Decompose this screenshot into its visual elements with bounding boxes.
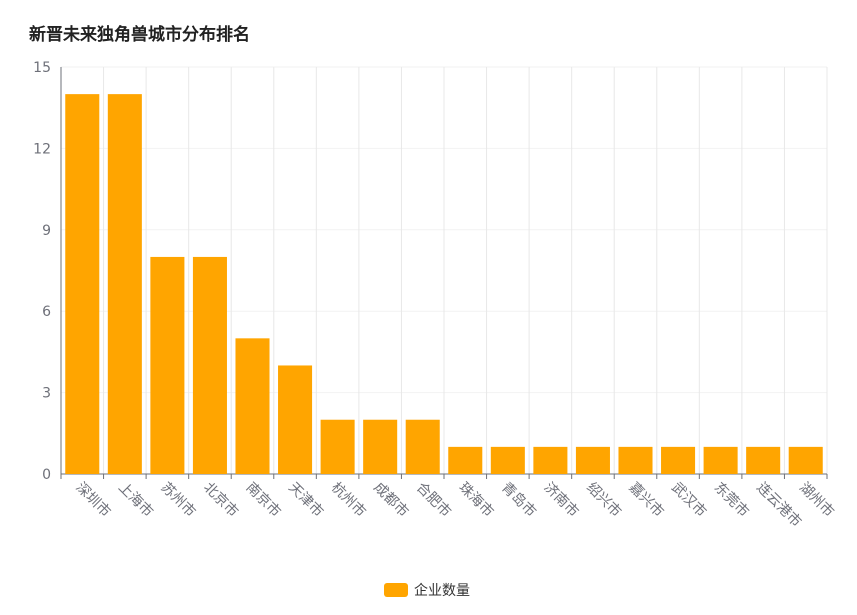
axes [60, 67, 828, 479]
x-tick-label: 济南市 [541, 479, 583, 521]
bar[interactable] [107, 94, 142, 474]
x-tick-label: 珠海市 [455, 479, 497, 521]
y-tick-label: 0 [42, 467, 51, 483]
bar[interactable] [278, 365, 313, 474]
x-tick-label: 湖州市 [796, 479, 838, 521]
bar[interactable] [320, 419, 355, 474]
bar[interactable] [618, 446, 653, 474]
x-tick-label: 成都市 [370, 479, 412, 521]
bar[interactable] [746, 446, 781, 474]
x-tick-label: 天津市 [285, 479, 327, 521]
x-tick-label: 连云港市 [753, 479, 805, 531]
x-tick-label: 杭州市 [328, 479, 370, 521]
bar[interactable] [661, 446, 696, 474]
bar[interactable] [448, 446, 483, 474]
bar[interactable] [490, 446, 525, 474]
x-tick-label: 嘉兴市 [626, 479, 668, 521]
x-tick-label: 南京市 [243, 479, 285, 521]
y-tick-label: 9 [42, 223, 51, 239]
y-tick-label: 6 [42, 304, 51, 320]
x-tick-label: 东莞市 [711, 479, 753, 521]
bar[interactable] [533, 446, 568, 474]
bars [65, 94, 823, 474]
x-tick-label: 上海市 [115, 479, 157, 521]
chart-title: 新晋未来独角兽城市分布排名 [29, 25, 250, 45]
bar[interactable] [65, 94, 100, 474]
x-tick-label: 苏州市 [158, 479, 200, 521]
x-tick-label: 青岛市 [498, 479, 540, 521]
bar[interactable] [192, 256, 227, 474]
y-tick-label: 15 [33, 60, 51, 76]
bar[interactable] [405, 419, 440, 474]
x-tick-label: 绍兴市 [583, 479, 625, 521]
bar[interactable] [575, 446, 610, 474]
x-tick-label: 北京市 [200, 479, 242, 521]
legend-label: 企业数量 [414, 583, 470, 599]
bar[interactable] [235, 338, 270, 474]
x-tick-label: 深圳市 [72, 479, 114, 521]
y-tick-label: 12 [33, 141, 51, 157]
x-tick-label: 武汉市 [668, 479, 710, 521]
bar[interactable] [788, 446, 823, 474]
bar[interactable] [150, 256, 185, 474]
x-tick-label: 合肥市 [413, 479, 455, 521]
legend[interactable]: 企业数量 [384, 580, 470, 600]
bar[interactable] [363, 419, 398, 474]
grid-lines [61, 66, 828, 474]
bar[interactable] [703, 446, 738, 474]
y-tick-label: 3 [42, 386, 51, 402]
legend-swatch [384, 583, 408, 597]
